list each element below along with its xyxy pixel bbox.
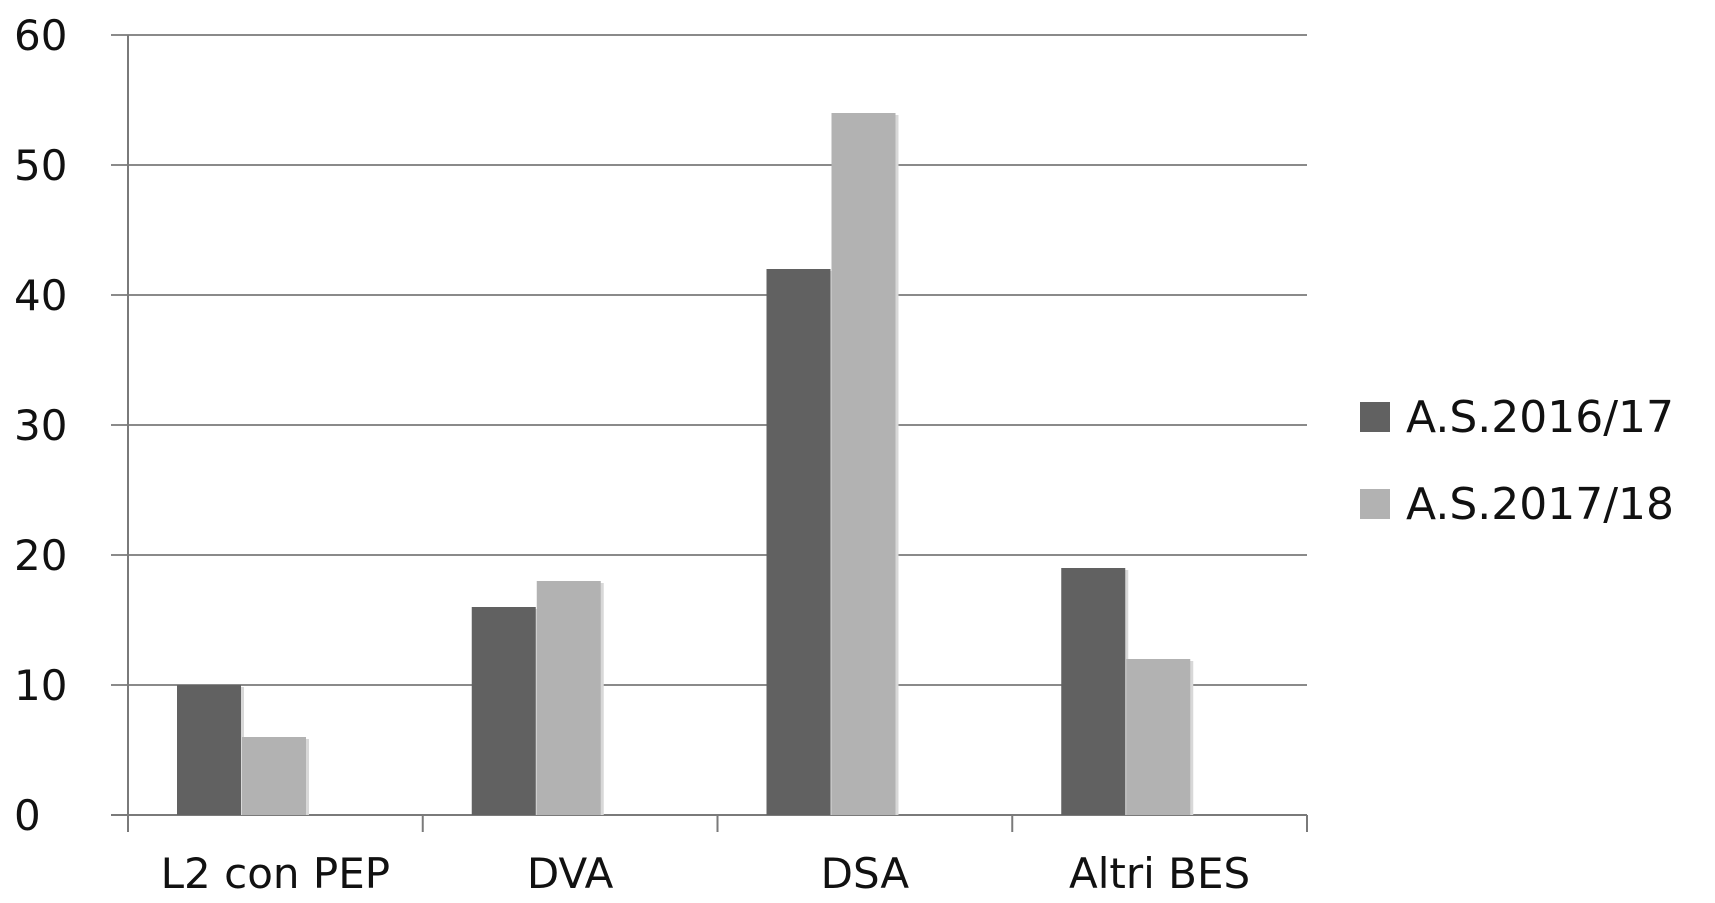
legend-label: A.S.2017/18	[1406, 479, 1674, 530]
y-tick-label: 40	[14, 271, 67, 320]
legend-label: A.S.2016/17	[1406, 392, 1674, 443]
y-tick-labels: 0 10 20 30 40 50 60	[14, 11, 67, 840]
legend: A.S.2016/17 A.S.2017/18	[1360, 392, 1674, 530]
y-tick-label: 60	[14, 11, 67, 60]
legend-swatch	[1360, 489, 1390, 519]
bar-altri-bes-series-0	[1061, 568, 1126, 815]
x-category-label: DSA	[821, 849, 910, 898]
y-tick-label: 30	[14, 401, 67, 450]
y-tick-label: 10	[14, 661, 67, 710]
x-category-label: Altri BES	[1069, 849, 1250, 898]
bars	[177, 113, 1194, 815]
bar-dva-series-0	[471, 607, 536, 815]
bar-dva-series-1	[536, 581, 601, 815]
x-category-label: DVA	[527, 849, 614, 898]
x-category-labels: L2 con PEP DVA DSA Altri BES	[161, 849, 1251, 898]
y-tick-label: 20	[14, 531, 67, 580]
bar-altri-bes-series-1	[1126, 659, 1191, 815]
x-category-label: L2 con PEP	[161, 849, 390, 898]
legend-swatch	[1360, 402, 1390, 432]
bar-dsa-series-1	[831, 113, 896, 815]
bar-l2-con-pep-series-0	[177, 685, 241, 815]
bar-l2-con-pep-series-1	[242, 737, 306, 815]
y-tick-label: 0	[14, 791, 41, 840]
bar-dsa-series-0	[766, 269, 831, 815]
y-tick-label: 50	[14, 141, 67, 190]
